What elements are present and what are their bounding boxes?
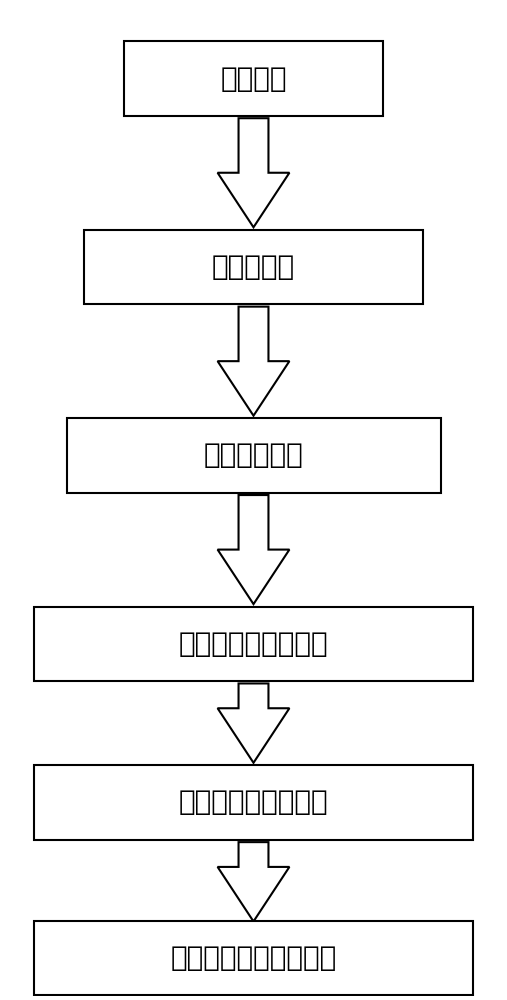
- Polygon shape: [218, 842, 289, 921]
- Text: 数据采集: 数据采集: [220, 65, 287, 93]
- Text: 数据预处理: 数据预处理: [212, 253, 295, 281]
- Text: 确定统计间隔: 确定统计间隔: [204, 441, 303, 469]
- Polygon shape: [218, 118, 289, 227]
- Bar: [34, 607, 473, 681]
- Bar: [124, 41, 383, 116]
- Polygon shape: [218, 683, 289, 763]
- Bar: [34, 765, 473, 840]
- Bar: [84, 230, 423, 304]
- Bar: [34, 921, 473, 995]
- Bar: [66, 418, 441, 493]
- Text: 交通流状态初步划分: 交通流状态初步划分: [178, 630, 329, 658]
- Polygon shape: [218, 307, 289, 416]
- Text: 模型结果输出以及检验: 模型结果输出以及检验: [170, 944, 337, 972]
- Text: 交通流住状态再划分: 交通流住状态再划分: [178, 788, 329, 816]
- Polygon shape: [218, 495, 289, 604]
